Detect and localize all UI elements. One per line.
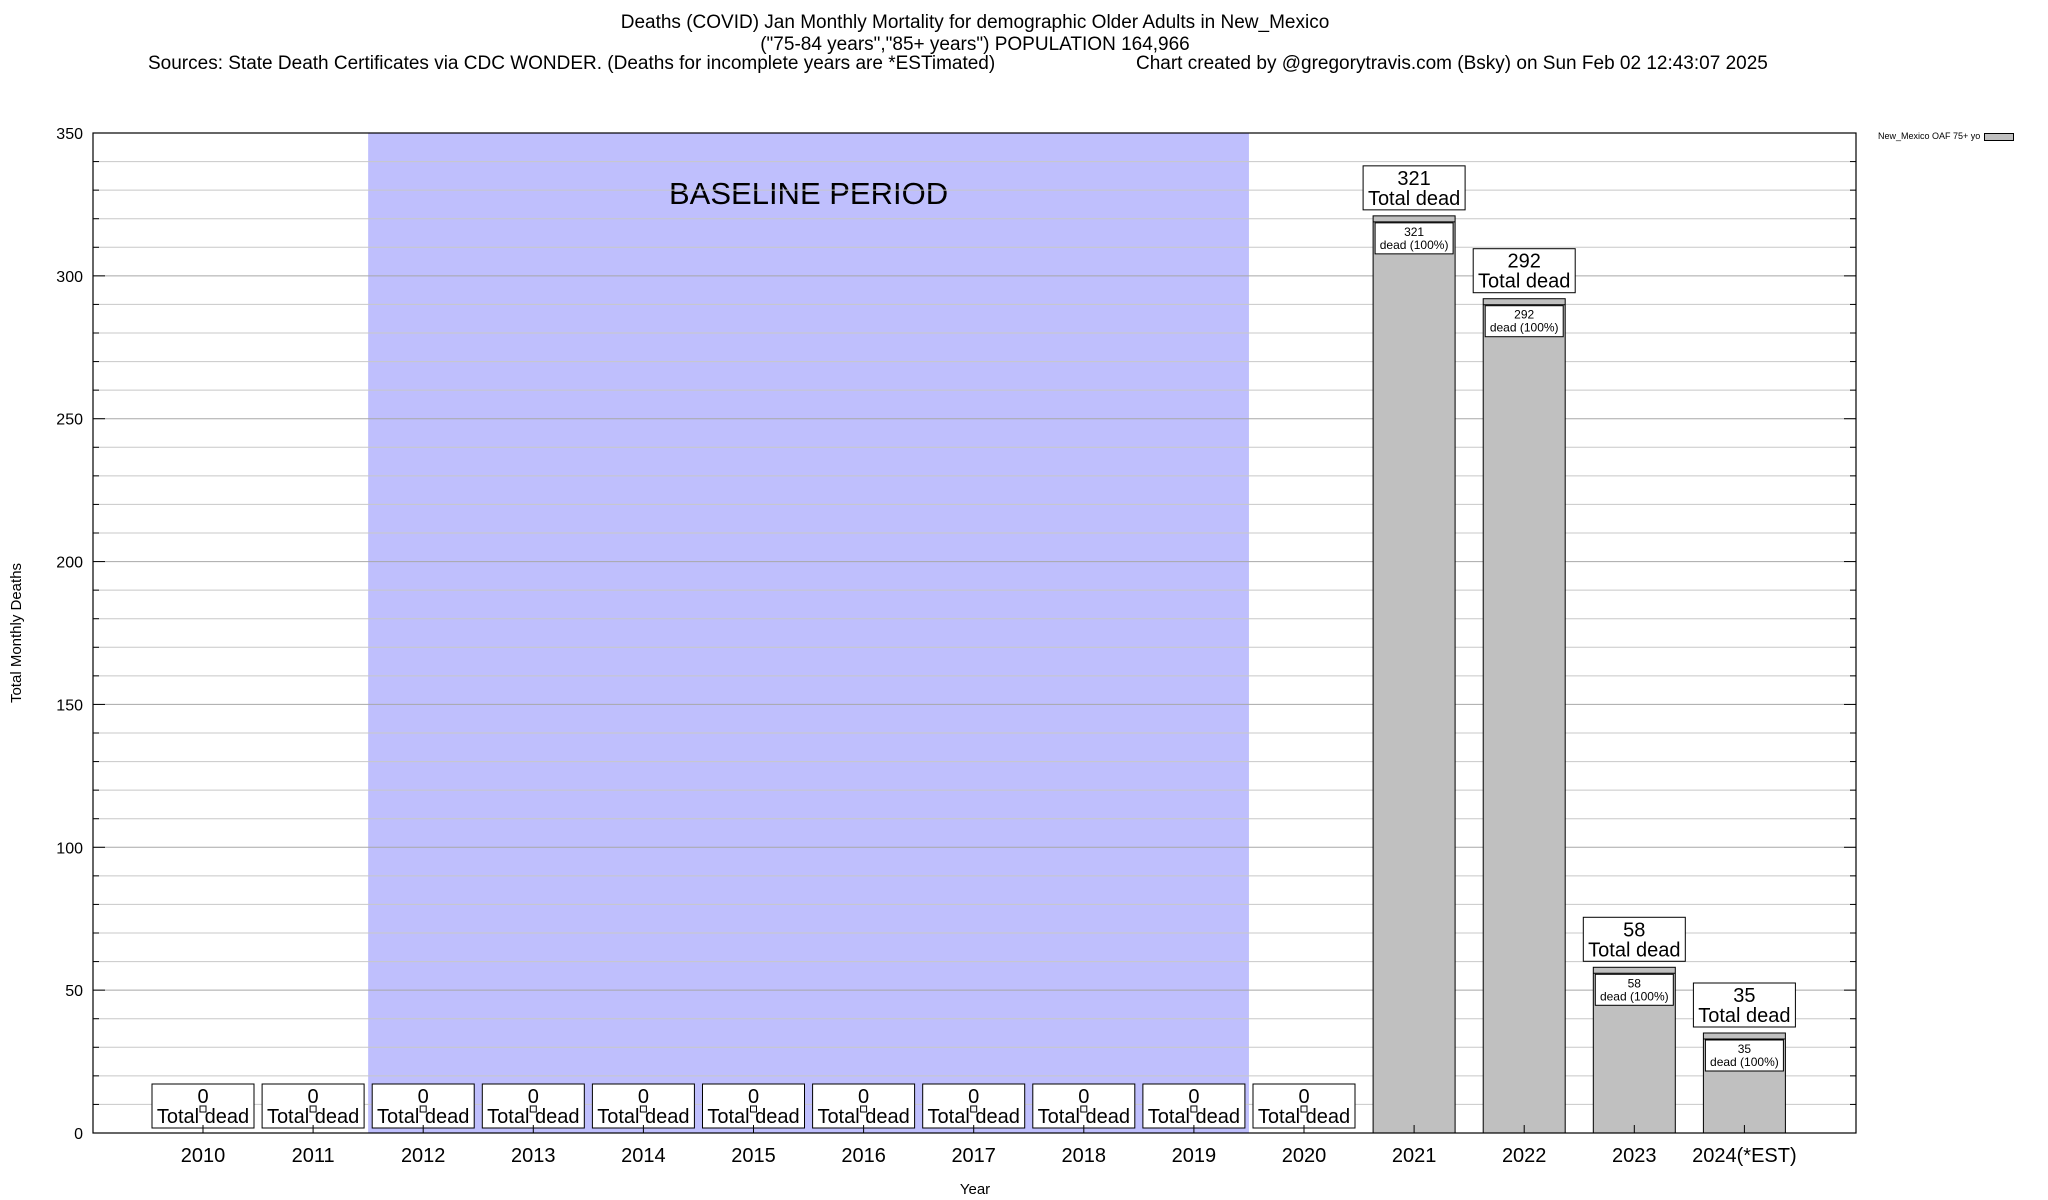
total-value-label: 0 (638, 1086, 649, 1108)
y-tick-label: 300 (56, 269, 83, 286)
total-value-label: 0 (968, 1086, 979, 1108)
x-tick-label: 2022 (1502, 1145, 1547, 1167)
total-value-label: 0 (197, 1086, 208, 1108)
y-tick-label: 250 (56, 412, 83, 429)
x-tick-label: 2011 (292, 1145, 335, 1167)
segment-value-label: 58 (1628, 976, 1642, 990)
chart-title: Deaths (COVID) Jan Monthly Mortality for… (620, 12, 1330, 33)
total-dead-label: Total dead (267, 1106, 359, 1128)
x-tick-label: 2012 (401, 1145, 446, 1167)
y-tick-label: 50 (65, 983, 83, 1000)
total-value-label: 58 (1623, 919, 1645, 941)
total-value-label: 321 (1397, 168, 1430, 190)
total-value-label: 292 (1508, 251, 1541, 273)
segment-value-label: 292 (1514, 308, 1534, 322)
total-dead-label: Total dead (1368, 188, 1460, 210)
x-tick-label: 2018 (1062, 1145, 1107, 1167)
bar (1372, 215, 1456, 1134)
zero-marker (750, 1105, 757, 1113)
segment-percent-label: dead (100%) (1380, 238, 1449, 252)
baseline-period-band (368, 133, 1249, 1133)
segment-label-box (1484, 305, 1564, 338)
total-dead-label: Total dead (157, 1106, 249, 1128)
total-dead-label: Total dead (817, 1106, 909, 1128)
total-value-label: 0 (528, 1086, 539, 1108)
x-tick-label: 2020 (1282, 1145, 1327, 1167)
baseline-period-label: BASELINE PERIOD (669, 176, 948, 211)
total-dead-label: Total dead (707, 1106, 799, 1128)
total-dead-label: Total dead (597, 1106, 689, 1128)
zero-marker (529, 1105, 537, 1113)
x-tick-label: 2015 (731, 1145, 776, 1167)
total-dead-label: Total dead (487, 1106, 579, 1128)
total-dead-label: Total dead (1258, 1106, 1350, 1128)
zero-marker (639, 1105, 647, 1113)
chart-title-block: Deaths (COVID) Jan Monthly Mortality for… (0, 12, 1950, 56)
total-value-label: 0 (1298, 1086, 1309, 1108)
segment-label-box (1374, 222, 1454, 255)
zero-marker (1190, 1105, 1198, 1113)
total-value-label: 0 (858, 1086, 869, 1108)
segment-percent-label: dead (100%) (1490, 321, 1559, 335)
total-dead-label: Total dead (1588, 939, 1680, 961)
legend: New_Mexico OAF 75+ yo (1878, 131, 2015, 141)
zero-marker (199, 1105, 207, 1113)
x-tick-label: 2014 (621, 1145, 666, 1167)
zero-marker (309, 1105, 317, 1113)
total-label-box (1582, 916, 1686, 962)
total-dead-label: Total dead (1038, 1106, 1130, 1128)
y-tick-label: 0 (74, 1126, 83, 1143)
segment-label-box (1704, 1039, 1784, 1072)
segment-label-box (1594, 973, 1674, 1006)
total-value-label: 0 (748, 1086, 759, 1108)
y-axis-label: Total Monthly Deaths (8, 563, 25, 703)
bar (1482, 298, 1566, 1134)
x-axis-label: Year (960, 1181, 990, 1198)
chart-credit: Chart created by @gregorytravis.com (Bsk… (1136, 53, 1768, 74)
y-tick-label: 350 (56, 126, 83, 143)
total-value-label: 0 (418, 1086, 429, 1108)
total-dead-label: Total dead (1148, 1106, 1240, 1128)
segment-value-label: 321 (1404, 225, 1424, 239)
segment-percent-label: dead (100%) (1710, 1055, 1779, 1069)
x-tick-label: 2013 (511, 1145, 556, 1167)
zero-marker (1080, 1105, 1088, 1113)
total-dead-label: Total dead (377, 1106, 469, 1128)
zero-marker (860, 1105, 868, 1113)
x-tick-label: 2023 (1612, 1145, 1657, 1167)
total-dead-label: Total dead (1698, 1005, 1790, 1027)
total-label-box (1692, 982, 1796, 1028)
segment-percent-label: dead (100%) (1600, 989, 1669, 1003)
y-tick-label: 200 (56, 555, 83, 572)
zero-marker (1300, 1105, 1308, 1113)
total-dead-label: Total dead (1478, 271, 1570, 293)
total-label-box (1362, 165, 1466, 211)
chart-sources: Sources: State Death Certificates via CD… (148, 53, 996, 74)
x-tick-label: 2016 (841, 1145, 886, 1167)
total-value-label: 35 (1733, 985, 1755, 1007)
total-label-box (1472, 248, 1576, 294)
segment-value-label: 35 (1738, 1042, 1752, 1056)
zero-marker (970, 1105, 978, 1113)
total-value-label: 0 (308, 1086, 319, 1108)
x-tick-label: 2017 (951, 1145, 996, 1167)
legend-label: New_Mexico OAF 75+ yo (1878, 131, 1981, 141)
y-tick-label: 100 (56, 840, 83, 857)
y-tick-label: 150 (56, 697, 83, 714)
x-tick-label: 2021 (1392, 1145, 1437, 1167)
total-value-label: 0 (1188, 1086, 1199, 1108)
x-tick-label: 2024(*EST) (1692, 1145, 1797, 1167)
total-value-label: 0 (1078, 1086, 1089, 1108)
x-tick-label: 2010 (181, 1145, 226, 1167)
chart-subtitle: ("75-84 years","85+ years") POPULATION 1… (760, 34, 1190, 55)
plot-border (92, 132, 1857, 1134)
total-dead-label: Total dead (928, 1106, 1020, 1128)
legend-swatch (1984, 132, 2015, 141)
zero-marker (419, 1105, 427, 1113)
x-tick-label: 2019 (1172, 1145, 1217, 1167)
